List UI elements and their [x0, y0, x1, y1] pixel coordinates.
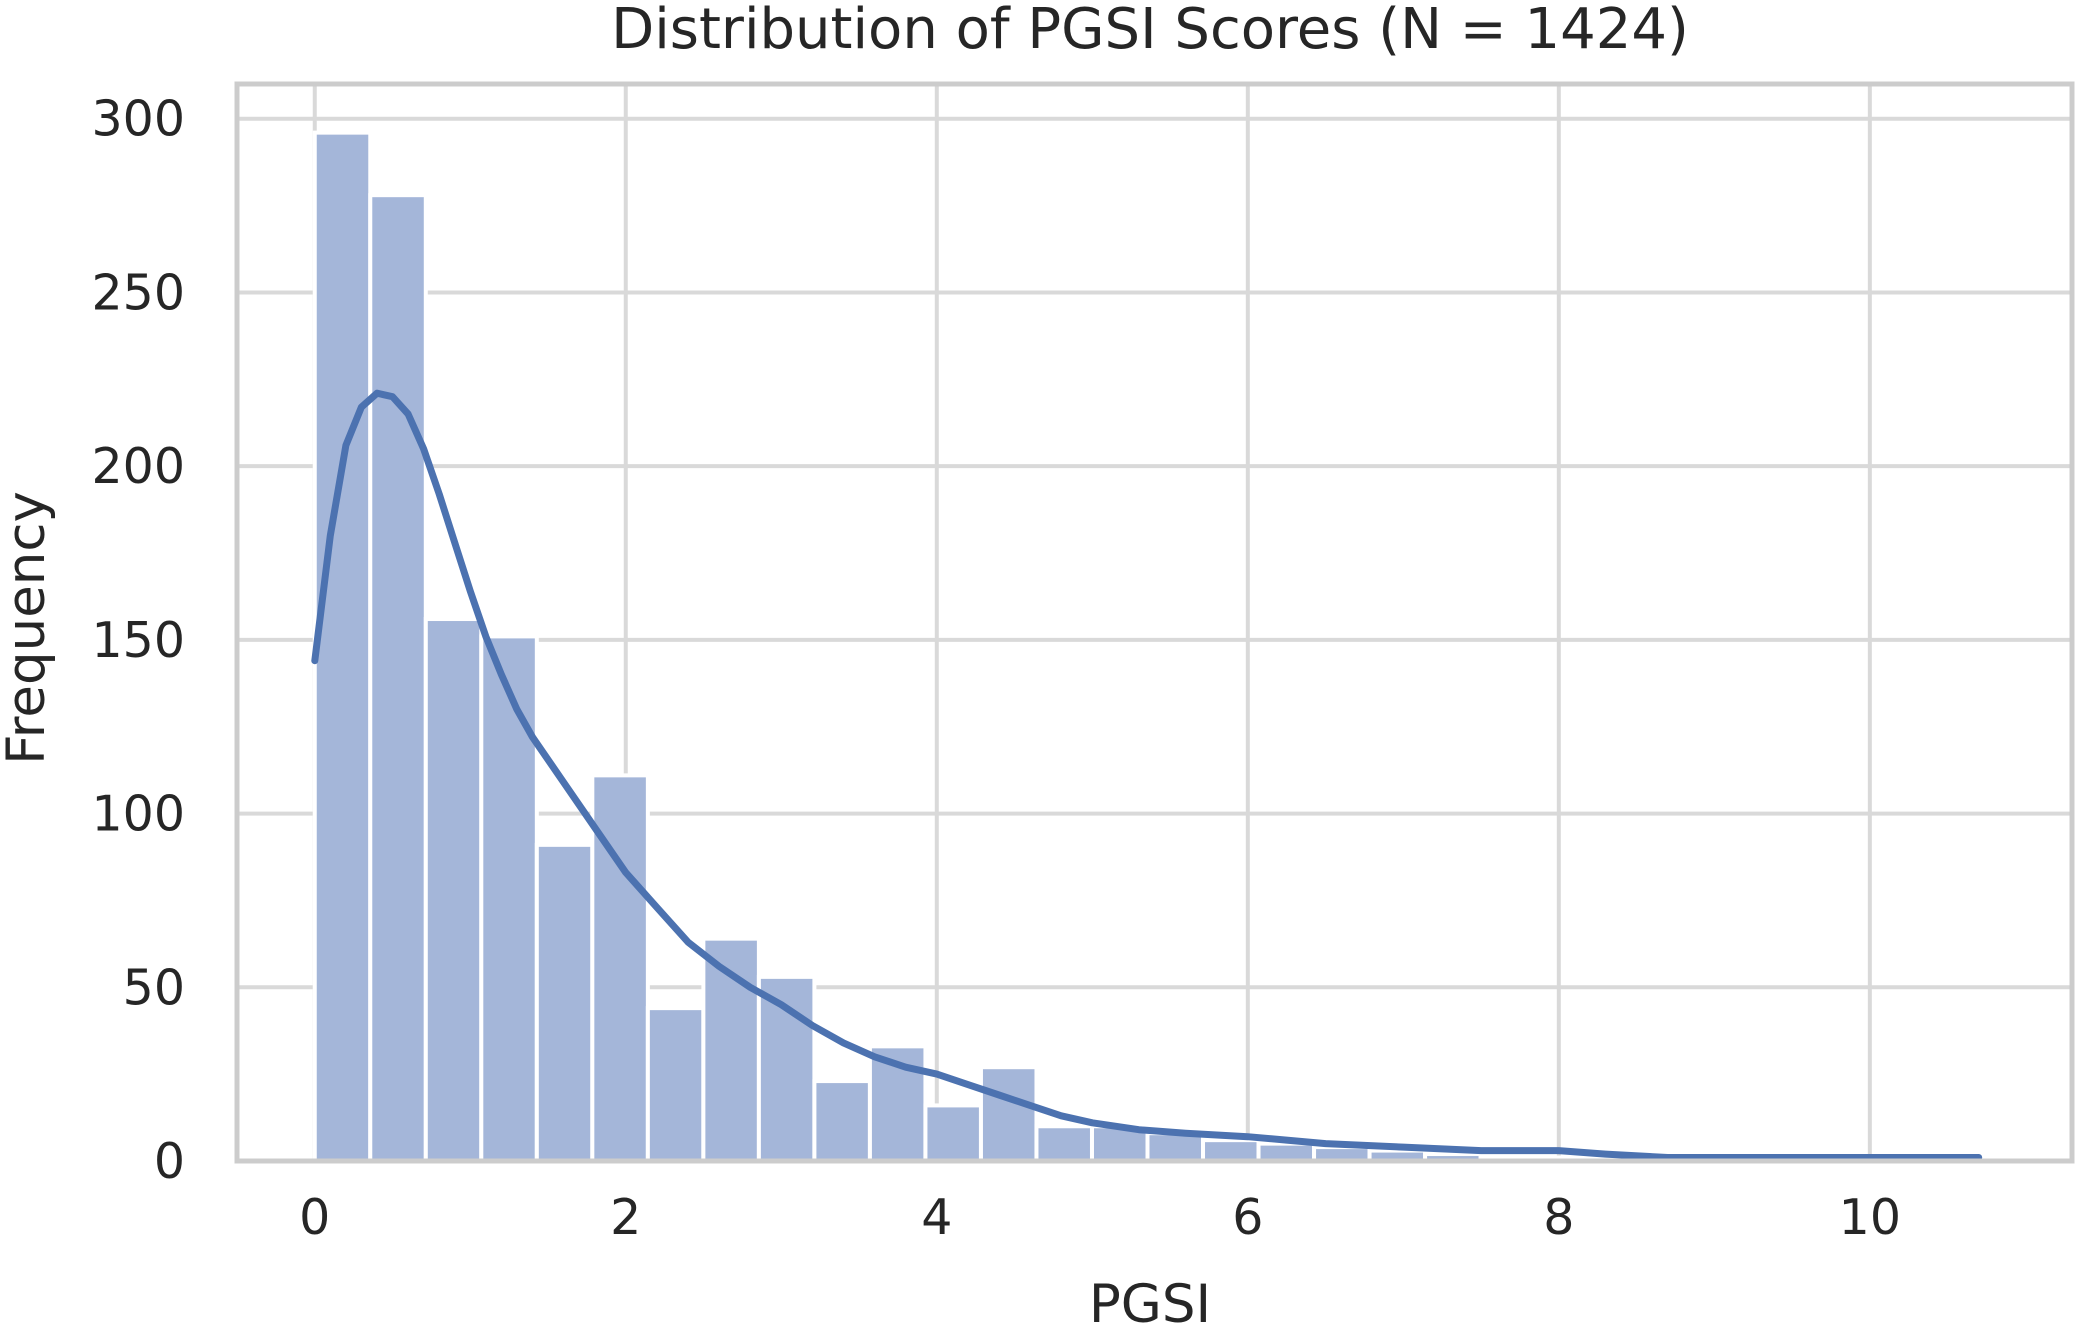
y-axis-label: Frequency — [0, 491, 57, 765]
histogram-bar — [1145, 1131, 1206, 1163]
y-tick-label: 200 — [91, 438, 185, 495]
y-tick-label: 0 — [154, 1133, 185, 1190]
y-tick-label: 250 — [91, 264, 185, 321]
grid-lines — [237, 84, 2072, 1163]
histogram-bar — [312, 130, 373, 1164]
histogram-bar — [923, 1103, 983, 1164]
kde-curve — [311, 389, 1983, 1161]
x-tick-label: 0 — [299, 1189, 330, 1246]
x-tick-label: 10 — [1839, 1189, 1901, 1246]
x-tick-label: 4 — [921, 1189, 952, 1246]
kde-curve-group — [311, 389, 1983, 1161]
x-axis-label: PGSI — [1089, 1274, 1211, 1331]
x-tick-label: 6 — [1232, 1189, 1263, 1246]
histogram-bar — [978, 1065, 1039, 1163]
plot-frame — [234, 81, 2075, 1164]
y-tick-label: 100 — [91, 786, 185, 843]
x-tick-labels: 0 2 4 6 8 10 — [299, 1189, 1901, 1246]
histogram-bar — [645, 1006, 706, 1164]
histogram-bar — [534, 842, 595, 1163]
chart-title: Distribution of PGSI Scores (N = 1424) — [611, 0, 1689, 62]
y-tick-label: 300 — [91, 91, 185, 148]
histogram-bar — [812, 1079, 872, 1163]
x-tick-label: 8 — [1543, 1189, 1574, 1246]
histogram-bar — [368, 193, 428, 1163]
histogram-bar — [1034, 1124, 1094, 1163]
y-tick-label: 50 — [123, 959, 185, 1016]
histogram-bars — [312, 130, 1650, 1164]
histogram-bar — [479, 634, 539, 1163]
histogram-bar — [1256, 1141, 1317, 1163]
histogram-bar — [1201, 1138, 1261, 1163]
histogram-bar — [423, 617, 484, 1163]
y-tick-labels: 0 50 100 150 200 250 300 — [91, 91, 185, 1190]
x-tick-label: 2 — [610, 1189, 641, 1246]
y-tick-label: 150 — [91, 612, 185, 669]
